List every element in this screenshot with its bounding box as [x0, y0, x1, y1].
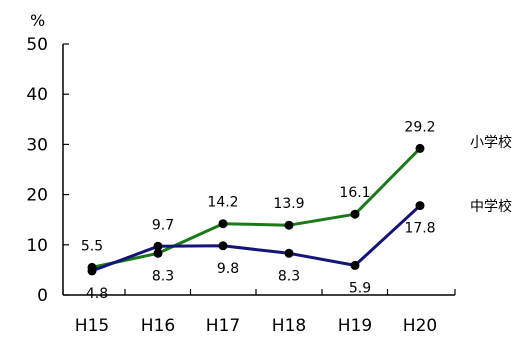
- legend-label: 中学校: [470, 198, 512, 215]
- x-tick-label: H19: [338, 316, 372, 336]
- data-labels: 5.5 8.3 14.2 13.9 16.1 29.2 4.8 9.7 9.8 8.3 5.9 17.…: [81, 119, 436, 301]
- data-label: 5.9: [349, 280, 371, 296]
- data-point: [415, 201, 425, 211]
- y-tick-label: 20: [26, 186, 48, 206]
- x-tick-label: H20: [403, 316, 437, 336]
- data-label: 5.5: [81, 238, 103, 254]
- y-axis-unit: %: [30, 11, 45, 30]
- data-point: [415, 143, 425, 153]
- data-point: [350, 209, 360, 219]
- legend-label: 小学校: [470, 134, 512, 151]
- data-label: 9.7: [152, 217, 174, 233]
- data-label: 13.9: [273, 196, 304, 212]
- data-point: [284, 220, 294, 230]
- data-point: [218, 219, 228, 229]
- data-point: [218, 241, 228, 251]
- x-tick-label: H15: [75, 316, 109, 336]
- data-label: 4.8: [86, 286, 108, 302]
- series-line-0: [91, 147, 422, 269]
- data-point: [153, 248, 163, 258]
- data-point: [153, 241, 163, 251]
- x-tick-label: H16: [141, 316, 175, 336]
- x-tick-label: H18: [272, 316, 306, 336]
- y-tick-label: 10: [26, 236, 48, 256]
- data-label: 8.3: [152, 268, 174, 284]
- data-label: 9.8: [217, 261, 239, 277]
- y-tick-label: 50: [26, 35, 48, 55]
- data-label: 29.2: [404, 119, 435, 135]
- data-point: [350, 260, 360, 270]
- y-tick-label: 40: [26, 85, 48, 105]
- data-label: 16.1: [339, 185, 370, 201]
- y-tick-label: 30: [26, 135, 48, 155]
- data-label: 14.2: [207, 195, 238, 211]
- series-line-1: [91, 204, 422, 273]
- y-tick-label: 0: [37, 286, 48, 306]
- x-tick-label: H17: [206, 316, 240, 336]
- data-label: 8.3: [278, 268, 300, 284]
- x-axis-ticks: H15 H16 H17 H18 H19 H20: [62, 289, 456, 336]
- y-axis-ticks: 0 10 20 30 40 50: [26, 35, 69, 306]
- series-layer: [87, 143, 425, 276]
- data-point: [87, 266, 97, 276]
- data-point: [284, 248, 294, 258]
- data-label: 17.8: [404, 221, 435, 237]
- axes: [62, 44, 455, 296]
